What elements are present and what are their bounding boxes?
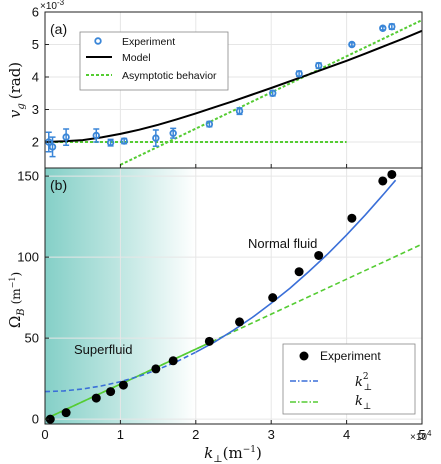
panel-b-experiment-point	[387, 169, 397, 179]
panel-a-series	[45, 19, 422, 166]
panel-b-y-axis-label: ΩB(m−1)	[6, 272, 27, 328]
panel-a-model-line	[45, 29, 422, 143]
panel-b-x-tick-label: 5	[418, 427, 425, 442]
panel-b-experiment-point	[347, 213, 357, 223]
panel-a-experiment-point	[379, 24, 387, 32]
panel-b-y-tick-label: 150	[17, 169, 39, 184]
panel-a-experiment-point	[348, 40, 356, 49]
panel-a-experiment-point	[315, 61, 323, 70]
panel-b-experiment-point	[168, 356, 178, 366]
superfluid-label: Superfluid	[74, 342, 133, 357]
legend-a-asymptotic-label: Asymptotic behavior	[122, 70, 217, 82]
panel-b-y-tick-label: 0	[32, 412, 39, 427]
panel-b-k2-solid	[195, 179, 397, 353]
panel-a-experiment-point	[152, 134, 160, 142]
panel-a-experiment-point	[269, 89, 277, 97]
panel-b-experiment-point	[45, 414, 55, 424]
panel-b-legend: Experiment k2 ⊥ k⊥	[282, 343, 416, 415]
panel-b-experiment-point	[118, 380, 128, 390]
panel-b-experiment-point	[378, 176, 388, 186]
legend-b-k2-label: k2 ⊥	[355, 372, 372, 393]
panel-b-x-tick-label: 2	[192, 427, 199, 442]
panel-a-experiment-point	[235, 107, 244, 115]
panel-a-y-tick-label: 3	[32, 102, 39, 117]
panel-b-experiment-point	[151, 364, 161, 374]
panel-b-x-tick-label: 4	[343, 427, 350, 442]
panel-a-experiment-point	[169, 129, 177, 137]
panel-b-experiment-point	[106, 387, 116, 397]
panel-b-k-linear-solid	[45, 341, 212, 420]
panel-b-y-tick-label: 50	[25, 331, 39, 346]
panel-a-legend-box	[79, 31, 229, 91]
panel-a-experiment-point	[48, 143, 57, 151]
panel-a-experiment-point	[106, 138, 115, 147]
panel-a-y-tick-label: 2	[32, 135, 39, 150]
panel-b-k-linear-line	[45, 243, 422, 420]
panel-b-experiment-point	[314, 250, 324, 260]
panel-b-x-tick-label: 0	[41, 427, 48, 442]
panel-b-frame	[44, 167, 423, 425]
panel-a-experiment-point	[205, 120, 214, 128]
panel-a-legend: Experiment Model Asymptotic behavior	[79, 31, 229, 91]
panel-b-x-exponent: ×104	[410, 429, 432, 443]
panel-a-experiment-point	[92, 131, 100, 140]
legend-b-experiment-marker	[299, 351, 309, 361]
panel-a-y-tick-label: 4	[32, 70, 39, 85]
panel-b-experiment-point	[294, 267, 304, 277]
panel-b-experiment-point	[268, 293, 278, 303]
normal-fluid-label: Normal fluid	[248, 236, 317, 251]
panel-a-y-exponent: ×10-3	[40, 0, 65, 12]
panel-a-experiment-point	[388, 22, 396, 31]
panel-b-experiment-point	[91, 393, 101, 403]
panel-b-experiment-point	[235, 317, 245, 327]
panel-a-experiment-point	[62, 133, 70, 141]
panel-b-series	[45, 169, 422, 424]
panel-b-label: (b)	[50, 177, 67, 193]
legend-a-experiment-label: Experiment	[122, 36, 175, 48]
panel-a-experiment-point	[295, 70, 303, 78]
panel-b-y-tick-label: 100	[17, 250, 39, 265]
legend-b-experiment-label: Experiment	[320, 349, 381, 363]
panel-a-y-tick-label: 5	[32, 37, 39, 52]
panel-b-x-axis-label: k⊥(m−1)	[204, 444, 262, 464]
legend-a-model-label: Model	[122, 52, 151, 64]
panel-a-experiment-point	[120, 137, 128, 145]
panel-a-y-axis-label: vg(rad)	[6, 62, 27, 118]
panel-a-label: (a)	[50, 21, 67, 37]
panel-a: 2 3 4 5 6 (a) ×10-3 vg(rad) Experiment Model…	[6, 0, 423, 169]
legend-a-experiment-marker	[94, 37, 102, 45]
panel-b-experiment-point	[61, 408, 71, 418]
panel-b-experiment-point	[204, 336, 214, 346]
panel-a-ticks: 2 3 4 5 6	[32, 5, 423, 168]
panel-a-asymptote-line	[119, 19, 422, 166]
panel-a-y-tick-label: 6	[32, 5, 39, 20]
panel-b-x-tick-label: 3	[268, 427, 275, 442]
panel-b-x-tick-label: 1	[117, 427, 124, 442]
legend-b-k-label: k⊥	[355, 394, 371, 412]
